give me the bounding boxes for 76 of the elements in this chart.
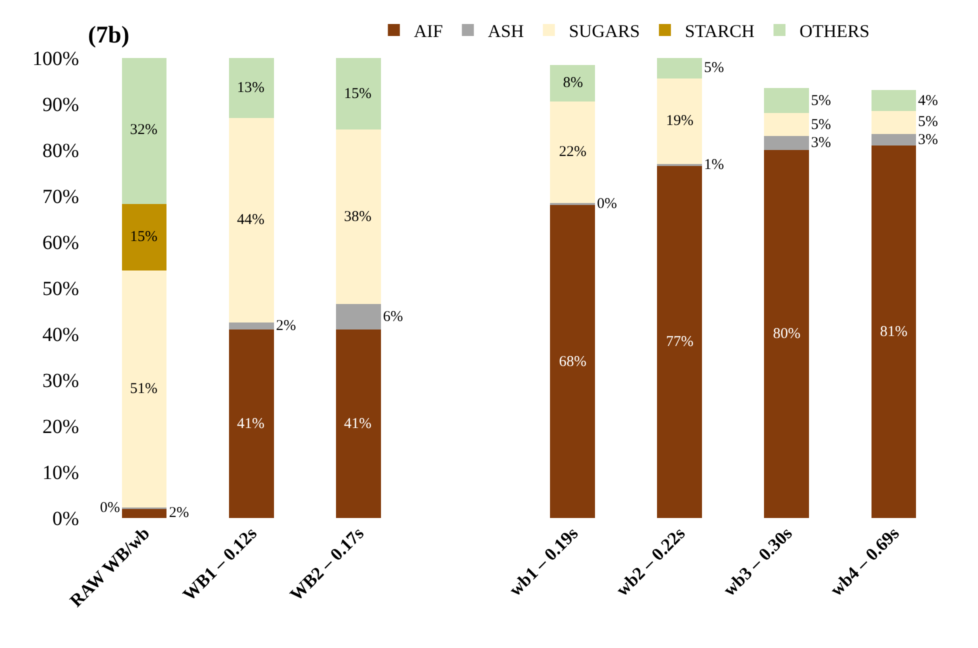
y-tick-label: 70% bbox=[42, 186, 79, 208]
bar bbox=[122, 508, 167, 518]
data-label: 2% bbox=[276, 318, 296, 334]
data-label: 6% bbox=[383, 309, 403, 325]
data-label: 77% bbox=[666, 334, 694, 350]
bar bbox=[336, 304, 381, 330]
bar bbox=[657, 78, 702, 164]
x-tick-label: WB1 – 0.12s bbox=[178, 523, 261, 605]
data-label: 44% bbox=[237, 212, 264, 228]
data-label: 0% bbox=[597, 196, 617, 212]
data-label: 1% bbox=[704, 157, 724, 173]
x-tick-label: wb3 – 0.30s bbox=[719, 523, 796, 600]
bar bbox=[764, 136, 810, 150]
data-label: 41% bbox=[344, 416, 372, 432]
bar bbox=[122, 204, 167, 271]
bar bbox=[336, 329, 381, 518]
bar bbox=[871, 134, 916, 146]
bar bbox=[871, 145, 916, 518]
data-label: 5% bbox=[704, 60, 724, 76]
bar bbox=[657, 58, 702, 79]
x-tick-label: wb1 – 0.19s bbox=[505, 523, 582, 600]
chart-title: (7b) bbox=[88, 22, 130, 49]
bar bbox=[764, 150, 810, 518]
data-label: 15% bbox=[344, 86, 372, 102]
y-tick-label: 50% bbox=[42, 278, 79, 300]
data-label: 5% bbox=[811, 117, 831, 133]
legend-label: OTHERS bbox=[800, 21, 870, 42]
data-label: 5% bbox=[811, 93, 831, 109]
legend-label: STARCH bbox=[684, 21, 754, 42]
legend-label: SUGARS bbox=[568, 21, 640, 42]
legend-label: ASH bbox=[488, 21, 524, 42]
data-label: 22% bbox=[559, 144, 586, 160]
bar bbox=[228, 322, 274, 330]
legend-label: AIF bbox=[414, 21, 443, 42]
bar bbox=[871, 90, 916, 111]
x-tick-label: wb4 – 0.69s bbox=[826, 523, 903, 600]
y-tick-label: 100% bbox=[32, 48, 79, 70]
bar bbox=[871, 110, 916, 134]
data-label: 19% bbox=[666, 113, 694, 129]
data-label: 51% bbox=[130, 381, 158, 397]
data-label: 15% bbox=[130, 229, 158, 245]
data-label: 41% bbox=[237, 416, 264, 432]
data-label: 13% bbox=[237, 80, 264, 96]
bar bbox=[336, 58, 381, 130]
data-label: 3% bbox=[918, 132, 938, 148]
y-tick-label: 40% bbox=[42, 324, 79, 346]
bar bbox=[550, 205, 596, 518]
data-label: 38% bbox=[344, 209, 372, 225]
y-tick-label: 90% bbox=[42, 94, 79, 116]
data-label: 80% bbox=[773, 326, 800, 342]
bar bbox=[122, 270, 167, 508]
data-label: 4% bbox=[918, 93, 938, 109]
data-label: 68% bbox=[559, 354, 586, 370]
bar bbox=[550, 64, 596, 102]
bar bbox=[228, 118, 274, 322]
data-label: 32% bbox=[130, 122, 158, 138]
data-label: 5% bbox=[918, 114, 938, 130]
y-tick-label: 30% bbox=[42, 370, 79, 392]
bar bbox=[228, 329, 274, 518]
data-label: 3% bbox=[811, 135, 831, 151]
x-tick-label: wb2 – 0.22s bbox=[612, 523, 689, 600]
data-label: 81% bbox=[880, 324, 908, 340]
bar bbox=[657, 166, 702, 518]
data-label: 2% bbox=[169, 505, 189, 521]
bar bbox=[336, 129, 381, 304]
data-label: 0% bbox=[100, 500, 120, 516]
y-tick-label: 20% bbox=[42, 416, 79, 438]
y-tick-label: 10% bbox=[42, 462, 79, 484]
y-tick-label: 0% bbox=[52, 508, 79, 530]
bar bbox=[764, 88, 810, 114]
y-tick-label: 60% bbox=[42, 232, 79, 254]
bar bbox=[228, 58, 274, 118]
data-label: 8% bbox=[563, 75, 583, 91]
bar bbox=[550, 102, 596, 203]
y-tick-label: 80% bbox=[42, 140, 79, 162]
bar bbox=[764, 113, 810, 136]
